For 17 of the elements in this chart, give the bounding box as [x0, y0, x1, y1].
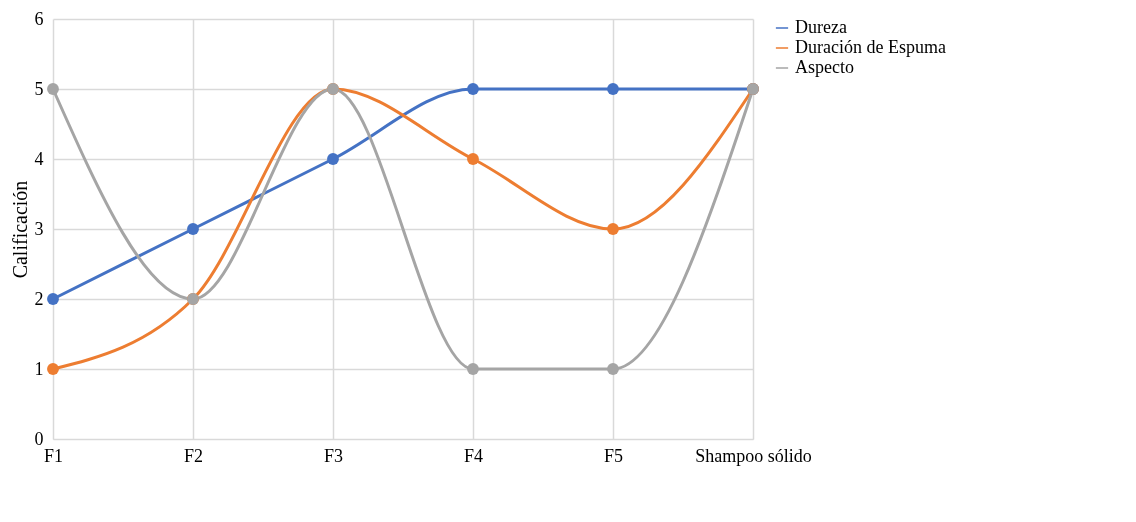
y-axis-title: Calificación [8, 180, 31, 279]
x-tick-label: Shampoo sólido [695, 445, 812, 466]
y-tick-label: 2 [34, 288, 44, 309]
y-tick-label: 4 [34, 148, 44, 169]
x-tick-label: F4 [463, 445, 484, 466]
y-tick-label: 0 [34, 428, 44, 449]
x-tick-label: F1 [43, 445, 64, 466]
x-tick-label: F5 [603, 445, 624, 466]
x-tick-label: F3 [323, 445, 344, 466]
legend-label: Dureza [795, 17, 847, 37]
legend-label: Duración de Espuma [795, 37, 946, 57]
y-tick-label: 1 [34, 358, 44, 379]
y-tick-label: 3 [34, 218, 44, 239]
y-tick-label: 6 [34, 8, 44, 29]
legend-label: Aspecto [795, 57, 854, 77]
x-tick-label: F2 [183, 445, 204, 466]
y-tick-label: 5 [34, 78, 44, 99]
